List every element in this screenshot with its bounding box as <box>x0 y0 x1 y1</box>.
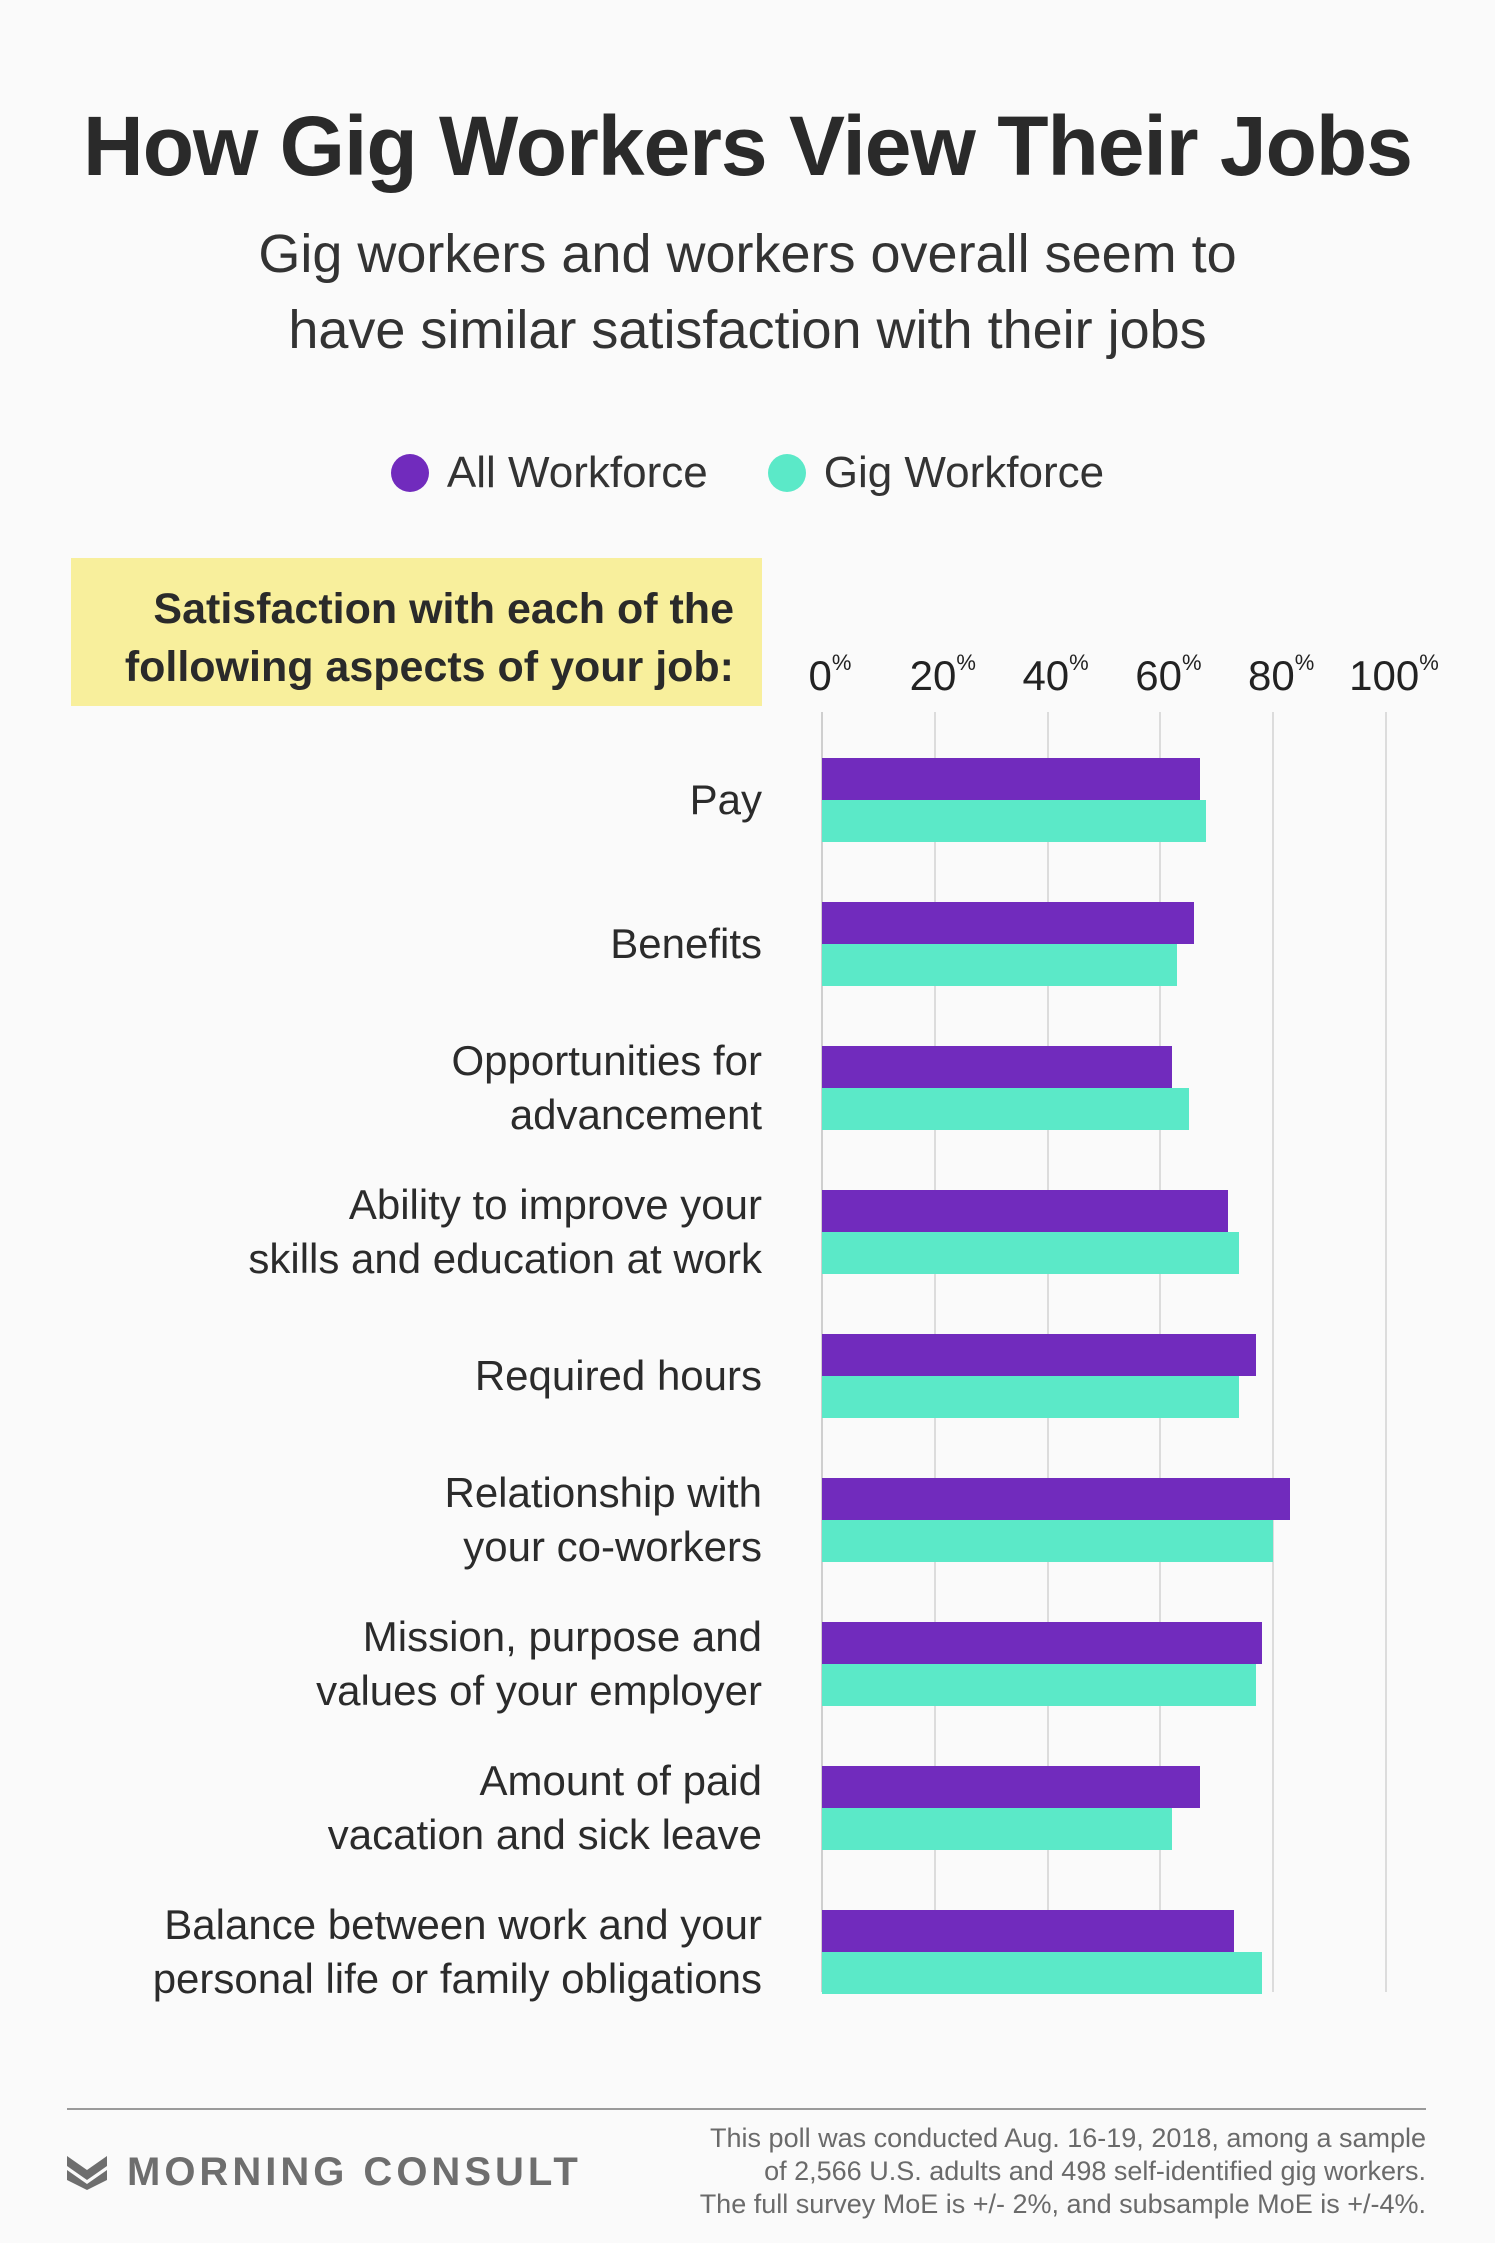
category-label: Benefits <box>610 920 762 967</box>
gridline <box>1272 712 1275 1992</box>
bar-all-workforce <box>822 758 1200 800</box>
legend-item-gig-workforce: Gig Workforce <box>767 448 1105 498</box>
bar-gig-workforce <box>822 1232 1240 1274</box>
bar-gig-workforce <box>822 1952 1262 1994</box>
legend-label-gig: Gig Workforce <box>823 448 1105 497</box>
x-tick-label: 0% <box>808 650 852 700</box>
category-label: Relationship with your co-workers <box>444 1469 762 1570</box>
bar-all-workforce <box>822 1622 1262 1664</box>
category-label: Amount of paid vacation and sick leave <box>327 1757 762 1858</box>
note-line-3: The full survey MoE is +/- 2%, and subsa… <box>699 2189 1426 2219</box>
category-label: Opportunities for advancement <box>451 1037 763 1138</box>
category-label: Ability to improve your skills and educa… <box>248 1181 762 1282</box>
legend-swatch-all <box>390 454 429 492</box>
tick-value: 100 <box>1349 652 1420 699</box>
x-tick-label: 40% <box>1022 650 1089 700</box>
tick-value: 20 <box>909 652 957 699</box>
legend-label-all: All Workforce <box>446 448 708 497</box>
question-line-2: following aspects of your job: <box>124 643 734 691</box>
x-tick-label: 100% <box>1349 650 1439 700</box>
category-label: Pay <box>689 776 762 823</box>
bar-all-workforce <box>822 902 1195 944</box>
bar-all-workforce <box>822 1046 1172 1088</box>
bar-gig-workforce <box>822 1520 1274 1562</box>
subtitle-line-1: Gig workers and workers overall seem to <box>258 224 1237 284</box>
bar-gig-workforce <box>822 1664 1257 1706</box>
tick-value: 80 <box>1248 652 1295 699</box>
tick-suffix: % <box>1181 650 1202 675</box>
x-tick-label: 20% <box>909 650 976 700</box>
tick-value: 0 <box>808 652 832 699</box>
methodology-note: This poll was conducted Aug. 16-19, 2018… <box>526 2122 1426 2221</box>
legend-swatch-gig <box>767 454 806 492</box>
question-line-1: Satisfaction with each of the <box>153 585 734 633</box>
tick-suffix: % <box>956 650 976 675</box>
footer-divider <box>67 2108 1426 2110</box>
tick-value: 40 <box>1022 652 1070 699</box>
bar-gig-workforce <box>822 1808 1172 1850</box>
tick-value: 60 <box>1135 652 1182 699</box>
tick-suffix: % <box>1069 650 1089 675</box>
chart-subtitle: Gig workers and workers overall seem to … <box>0 216 1495 368</box>
x-tick-label: 60% <box>1135 650 1202 700</box>
bar-gig-workforce <box>822 1088 1189 1130</box>
tick-suffix: % <box>1419 650 1439 675</box>
legend: All Workforce Gig Workforce <box>0 448 1495 498</box>
bar-gig-workforce <box>822 944 1178 986</box>
tick-suffix: % <box>1294 650 1315 675</box>
note-line-1: This poll was conducted Aug. 16-19, 2018… <box>710 2123 1426 2153</box>
note-line-2: of 2,566 U.S. adults and 498 self-identi… <box>764 2156 1426 2186</box>
legend-item-all-workforce: All Workforce <box>390 448 708 498</box>
brand-logo: MORNING CONSULT <box>67 2150 582 2195</box>
bar-gig-workforce <box>822 800 1206 842</box>
bar-all-workforce <box>822 1910 1234 1952</box>
category-label: Balance between work and your personal l… <box>152 1901 762 2002</box>
morning-consult-logo-icon <box>67 2155 107 2190</box>
bar-all-workforce <box>822 1478 1291 1520</box>
x-tick-label: 80% <box>1248 650 1315 700</box>
tick-suffix: % <box>831 650 852 675</box>
question-box: Satisfaction with each of the following … <box>71 558 762 706</box>
subtitle-line-2: have similar satisfaction with their job… <box>288 300 1207 360</box>
gridline <box>1385 712 1387 1992</box>
bar-all-workforce <box>822 1334 1257 1376</box>
bar-all-workforce <box>822 1766 1200 1808</box>
bar-all-workforce <box>822 1190 1229 1232</box>
bar-gig-workforce <box>822 1376 1240 1418</box>
category-label: Required hours <box>474 1352 762 1399</box>
chart-title: How Gig Workers View Their Jobs <box>83 99 1413 193</box>
category-label: Mission, purpose and values of your empl… <box>316 1613 762 1714</box>
brand-name: MORNING CONSULT <box>127 2150 582 2194</box>
